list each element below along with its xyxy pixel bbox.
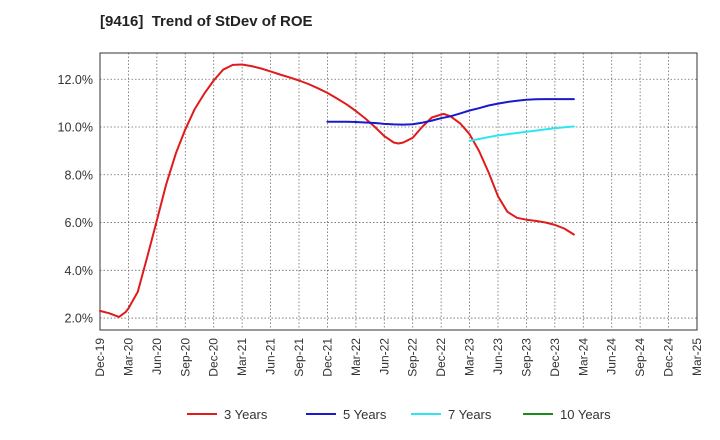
x-tick-label: Dec-23 (548, 338, 562, 377)
x-tick-label: Sep-22 (406, 338, 420, 377)
legend-label-10-years: 10 Years (560, 407, 611, 422)
y-tick-label: 10.0% (58, 121, 93, 135)
y-tick-label: 2.0% (65, 312, 94, 326)
series-line-3-years (99, 63, 575, 318)
y-tick-label: 6.0% (65, 216, 94, 230)
x-tick-label: Mar-21 (235, 338, 249, 376)
x-tick-label: Mar-24 (576, 338, 590, 376)
plot-border (99, 52, 698, 331)
y-tick-label: 4.0% (65, 264, 94, 278)
series-line-7-years (468, 125, 575, 142)
x-tick-label: Sep-24 (633, 338, 647, 377)
x-tick-label: Dec-21 (320, 338, 334, 377)
x-tick-label: Mar-23 (463, 338, 477, 376)
legend-label-5-years: 5 Years (343, 407, 387, 422)
x-tick-label: Mar-20 (121, 338, 135, 376)
x-tick-label: Dec-22 (434, 338, 448, 377)
x-tick-label: Dec-24 (662, 338, 676, 377)
x-tick-label: Mar-25 (690, 338, 704, 376)
x-tick-label: Mar-22 (349, 338, 363, 376)
series-line-5-years (326, 98, 575, 126)
chart-title: [9416] Trend of StDev of ROE (100, 13, 313, 30)
x-tick-label: Dec-19 (93, 338, 107, 377)
x-tick-label: Jun-23 (491, 338, 505, 375)
x-tick-label: Sep-21 (292, 338, 306, 377)
x-tick-label: Sep-23 (519, 338, 533, 377)
x-tick-label: Dec-20 (207, 338, 221, 377)
legend-label-7-years: 7 Years (448, 407, 492, 422)
legend-label-3-years: 3 Years (224, 407, 268, 422)
y-tick-label: 8.0% (65, 168, 94, 182)
y-tick-label: 12.0% (58, 73, 93, 87)
x-tick-label: Sep-20 (178, 338, 192, 377)
x-tick-label: Jun-24 (605, 338, 619, 375)
x-tick-label: Jun-22 (377, 338, 391, 375)
x-tick-label: Jun-20 (150, 338, 164, 375)
x-tick-label: Jun-21 (264, 338, 278, 375)
plot-area (100, 53, 697, 330)
